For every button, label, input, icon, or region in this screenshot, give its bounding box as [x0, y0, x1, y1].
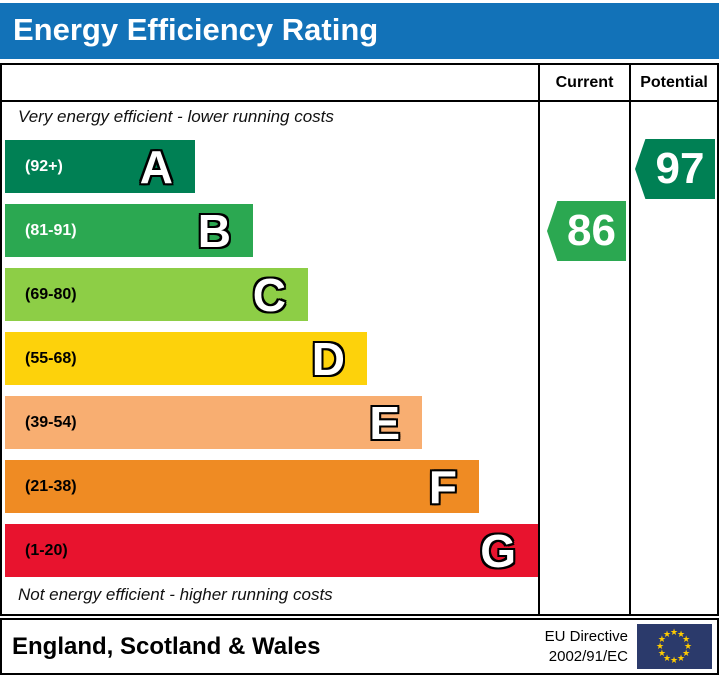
eu-directive-label: EU Directive 2002/91/EC — [545, 627, 628, 667]
band-F-letter: F — [428, 460, 457, 513]
band-C-range: (69-80) — [25, 285, 77, 303]
region-label: England, Scotland & Wales — [12, 632, 321, 660]
band-E-range: (39-54) — [25, 413, 77, 431]
band-A-letter: A — [139, 140, 173, 193]
footer: England, Scotland & Wales EU Directive 2… — [0, 618, 719, 675]
band-E: (39-54) E — [5, 396, 422, 449]
band-A: (92+) A — [5, 140, 195, 193]
band-C: (69-80) C — [5, 268, 308, 321]
column-header-potential: Potential — [640, 74, 708, 91]
chart-frame — [0, 63, 719, 616]
band-E-letter: E — [369, 396, 400, 449]
potential-rating-value: 97 — [655, 144, 705, 193]
band-B-letter: B — [197, 204, 231, 257]
potential-rating-arrow: 97 — [635, 139, 715, 199]
band-D: (55-68) D — [5, 332, 367, 385]
chart-title-bar: Energy Efficiency Rating — [0, 3, 719, 59]
divider-potential-column — [629, 63, 631, 616]
divider-header-row — [0, 100, 719, 102]
column-header-current: Current — [555, 74, 614, 91]
band-B: (81-91) B — [5, 204, 253, 257]
band-G-letter: G — [480, 524, 516, 577]
bottom-note: Not energy efficient - higher running co… — [18, 585, 333, 604]
eu-directive-line2: 2002/91/EC — [548, 647, 628, 665]
eu-flag-icon: ★ ★ ★ ★ ★ ★ ★ ★ ★ ★ ★ ★ — [637, 624, 712, 669]
band-F-range: (21-38) — [25, 477, 77, 495]
band-C-letter: C — [252, 268, 286, 321]
current-rating-value: 86 — [567, 206, 616, 255]
band-G: (1-20) G — [5, 524, 538, 577]
band-B-range: (81-91) — [25, 221, 77, 239]
top-note: Very energy efficient - lower running co… — [18, 107, 334, 126]
page-title: Energy Efficiency Rating — [13, 12, 379, 47]
eu-directive-line1: EU Directive — [544, 627, 628, 645]
band-F: (21-38) F — [5, 460, 479, 513]
band-D-letter: D — [311, 332, 345, 385]
band-A-range: (92+) — [25, 157, 63, 175]
current-rating-arrow: 86 — [547, 201, 626, 261]
divider-current-column — [538, 63, 540, 616]
band-D-range: (55-68) — [25, 349, 77, 367]
band-G-range: (1-20) — [25, 541, 68, 559]
